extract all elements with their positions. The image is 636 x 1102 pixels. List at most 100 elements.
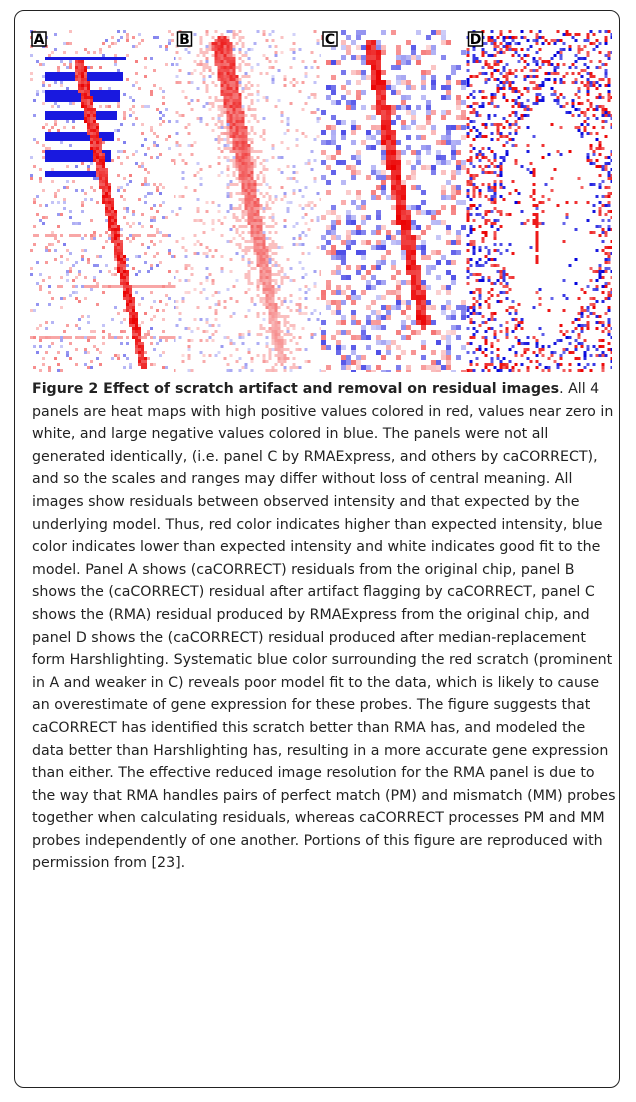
heatmap-cell [223, 48, 227, 51]
heatmap-cell [592, 312, 596, 315]
heatmap-cell [117, 225, 120, 228]
heatmap-cell [274, 324, 278, 327]
heatmap-cell [472, 186, 476, 189]
heatmap-cell [514, 327, 518, 330]
heatmap-cell [553, 81, 557, 84]
heatmap-cell [69, 144, 72, 147]
heatmap-cell [253, 249, 257, 252]
heatmap-cell [505, 327, 509, 330]
heatmap-cell [436, 290, 441, 295]
heatmap-cell [226, 54, 230, 57]
heatmap-cell [250, 282, 254, 285]
heatmap-cell [523, 78, 527, 81]
heatmap-cell [66, 87, 69, 90]
heatmap-cell [268, 33, 272, 36]
heatmap-cell [406, 240, 411, 245]
heatmap-cell [132, 330, 135, 333]
heatmap-cell [45, 135, 48, 138]
heatmap-cell [553, 90, 557, 93]
heatmap-cell [523, 60, 527, 63]
heatmap-cell [396, 290, 401, 295]
heatmap-cell [111, 114, 114, 117]
heatmap-cell [123, 366, 126, 369]
heatmap-cell [598, 153, 602, 156]
heatmap-cell [331, 125, 336, 130]
heatmap-cell [102, 285, 105, 288]
heatmap-cell [607, 228, 611, 231]
heatmap-cell [132, 315, 135, 318]
heatmap-cell [274, 246, 278, 249]
heatmap-cell [51, 168, 54, 171]
heatmap-cell [511, 54, 515, 57]
heatmap-cell [262, 270, 266, 273]
heatmap-cell [610, 246, 612, 249]
heatmap-cell [211, 36, 215, 39]
heatmap-cell [577, 369, 581, 372]
heatmap-cell [472, 240, 476, 243]
heatmap-cell [568, 264, 572, 267]
heatmap-cell [592, 84, 596, 87]
heatmap-cell [451, 125, 456, 130]
heatmap-cell [502, 87, 506, 90]
heatmap-cell [577, 357, 581, 360]
heatmap-cell [493, 231, 497, 234]
heatmap-cell [235, 243, 239, 246]
heatmap-cell [108, 105, 111, 108]
heatmap-cell [232, 114, 236, 117]
heatmap-cell [126, 309, 129, 312]
heatmap-cell [280, 267, 284, 270]
heatmap-cell [229, 102, 233, 105]
heatmap-cell [268, 45, 272, 48]
heatmap-cell [595, 321, 599, 324]
heatmap-cell [123, 318, 126, 321]
heatmap-cell [250, 225, 254, 228]
heatmap-cell [205, 330, 209, 333]
heatmap-cell [81, 189, 84, 192]
heatmap-cell [532, 198, 536, 201]
heatmap-cell [351, 220, 356, 225]
heatmap-cell [241, 105, 245, 108]
heatmap-cell [469, 273, 473, 276]
heatmap-cell [514, 111, 518, 114]
heatmap-cell [253, 159, 257, 162]
heatmap-cell [265, 342, 269, 345]
heatmap-cell [580, 312, 584, 315]
heatmap-cell [514, 69, 518, 72]
heatmap-cell [571, 81, 575, 84]
heatmap-cell [421, 285, 426, 290]
heatmap-cell [111, 240, 114, 243]
heatmap-cell [523, 348, 527, 351]
heatmap-cell [550, 39, 554, 42]
heatmap-cell [211, 282, 215, 285]
heatmap-cell [481, 276, 485, 279]
heatmap-cell [441, 140, 446, 145]
heatmap-cell [268, 249, 272, 252]
heatmap-cell [346, 355, 351, 360]
heatmap-cell [226, 156, 230, 159]
heatmap-cell [451, 140, 456, 145]
heatmap-cell [580, 306, 584, 309]
heatmap-cell [102, 114, 105, 117]
heatmap-cell [241, 138, 245, 141]
heatmap-cell [562, 48, 566, 51]
heatmap-cell [336, 270, 341, 275]
heatmap-cell [271, 315, 275, 318]
heatmap-cell [244, 162, 248, 165]
heatmap-cell [247, 330, 251, 333]
heatmap-cell [607, 195, 611, 198]
heatmap-cell [175, 270, 179, 273]
heatmap-cell [211, 48, 215, 51]
heatmap-cell [111, 42, 114, 45]
heatmap-cell [66, 132, 69, 135]
heatmap-cell [138, 339, 141, 342]
heatmap-cell [153, 84, 156, 87]
heatmap-cell [526, 54, 530, 57]
heatmap-cell [487, 219, 491, 222]
heatmap-cell [520, 105, 524, 108]
heatmap-cell [135, 351, 138, 354]
heatmap-cell [598, 321, 602, 324]
heatmap-cell [187, 123, 191, 126]
heatmap-cell [165, 138, 168, 141]
heatmap-cell [283, 78, 287, 81]
heatmap-cell [57, 213, 60, 216]
